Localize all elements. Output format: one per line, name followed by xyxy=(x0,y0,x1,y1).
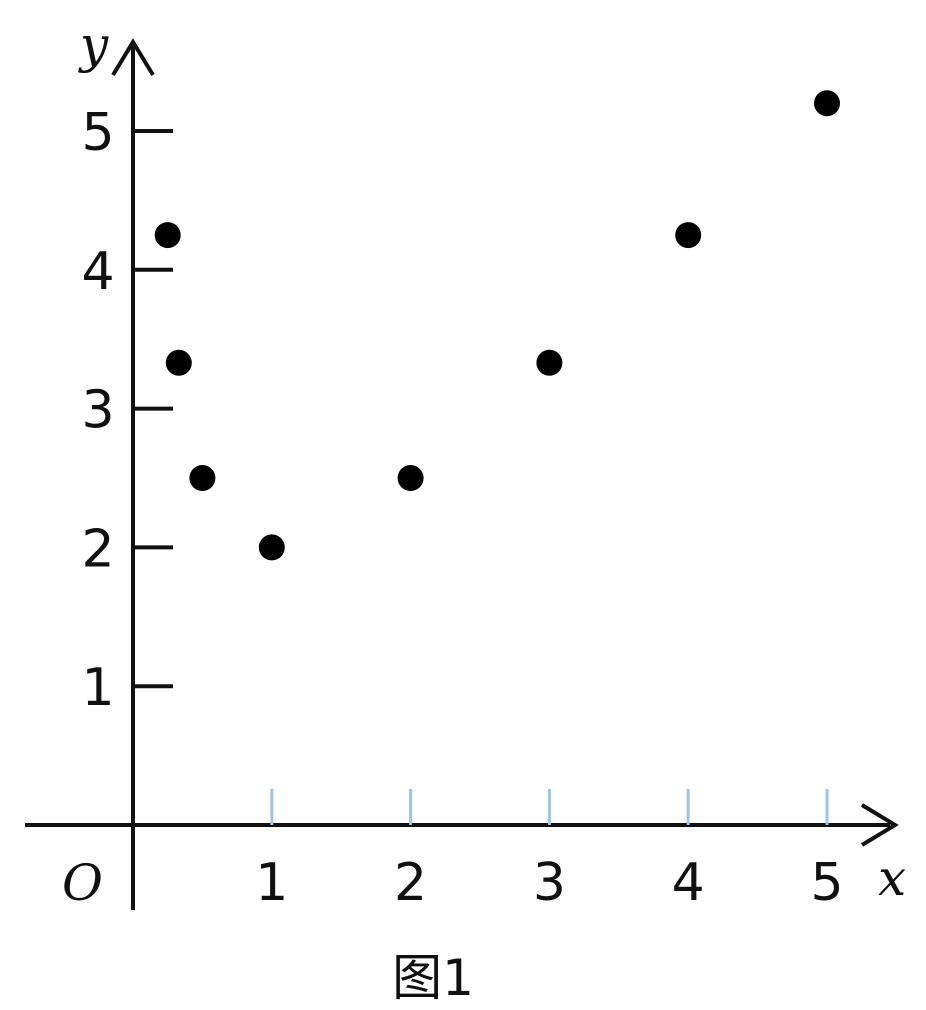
y-ticks: 1 2 3 4 5 xyxy=(81,103,173,718)
data-point xyxy=(675,222,702,249)
x-tick-label: 5 xyxy=(810,853,843,913)
y-tick-label: 2 xyxy=(81,519,114,579)
y-tick-label: 5 xyxy=(81,103,114,163)
x-tick-label: 3 xyxy=(533,853,566,913)
axes xyxy=(25,38,899,910)
x-axis-label: x xyxy=(878,849,906,907)
x-tick-label: 2 xyxy=(394,853,427,913)
y-axis-arrowhead xyxy=(111,38,155,77)
y-tick-label: 4 xyxy=(81,242,114,302)
y-axis-label: y xyxy=(78,16,109,74)
data-point xyxy=(258,534,285,561)
x-tick-label: 1 xyxy=(255,853,288,913)
y-tick-label: 3 xyxy=(81,381,114,441)
data-point xyxy=(814,90,840,117)
data-points xyxy=(154,90,840,561)
figure-caption: 图1 xyxy=(392,949,474,1007)
data-point xyxy=(165,349,192,376)
x-axis-arrowhead xyxy=(860,803,899,847)
data-point xyxy=(397,465,424,491)
data-point xyxy=(154,222,181,249)
y-tick-label: 1 xyxy=(81,658,114,718)
data-point xyxy=(536,349,563,376)
data-point xyxy=(189,465,216,491)
x-tick-label: 4 xyxy=(672,853,705,913)
x-ticks: 1 2 3 4 5 xyxy=(255,789,844,913)
origin-label: O xyxy=(62,854,103,912)
